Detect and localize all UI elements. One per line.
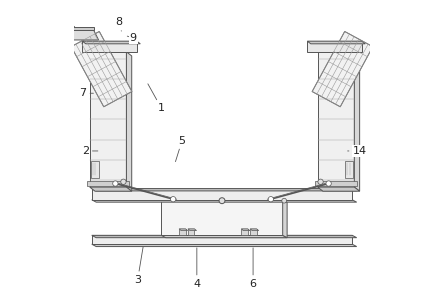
Polygon shape (92, 235, 357, 238)
Polygon shape (312, 31, 373, 107)
Circle shape (326, 181, 331, 186)
Polygon shape (63, 30, 99, 40)
Polygon shape (345, 161, 353, 178)
Polygon shape (315, 181, 357, 186)
Polygon shape (241, 229, 250, 231)
Polygon shape (63, 27, 94, 30)
Polygon shape (127, 52, 132, 191)
Circle shape (268, 197, 274, 202)
Circle shape (219, 198, 225, 204)
Polygon shape (92, 189, 352, 200)
Polygon shape (71, 31, 132, 107)
Text: 14: 14 (348, 146, 367, 156)
Polygon shape (241, 229, 248, 235)
Polygon shape (250, 229, 259, 231)
Circle shape (113, 181, 118, 186)
Text: 3: 3 (134, 247, 143, 285)
Polygon shape (161, 200, 283, 235)
Circle shape (170, 197, 176, 202)
Text: 1: 1 (148, 84, 165, 113)
Circle shape (121, 179, 126, 184)
Circle shape (282, 198, 286, 203)
Text: 4: 4 (193, 248, 200, 289)
Text: 5: 5 (175, 136, 186, 162)
Text: 2: 2 (82, 146, 98, 156)
Text: 8: 8 (115, 17, 122, 31)
Polygon shape (179, 229, 188, 231)
Polygon shape (188, 229, 194, 235)
Polygon shape (92, 244, 357, 247)
Polygon shape (317, 52, 354, 187)
Polygon shape (90, 187, 132, 191)
Circle shape (318, 179, 323, 184)
Text: 7: 7 (79, 88, 93, 98)
Polygon shape (82, 41, 137, 52)
Polygon shape (354, 52, 360, 191)
Text: 9: 9 (127, 33, 137, 44)
Polygon shape (66, 21, 75, 27)
Polygon shape (307, 41, 365, 44)
Polygon shape (92, 200, 357, 202)
Polygon shape (161, 235, 287, 238)
Polygon shape (92, 189, 357, 191)
Polygon shape (87, 181, 129, 186)
Polygon shape (250, 229, 257, 235)
Polygon shape (283, 200, 287, 238)
Polygon shape (317, 187, 360, 191)
Polygon shape (82, 41, 140, 44)
Text: 6: 6 (250, 248, 257, 289)
Polygon shape (91, 161, 99, 178)
Polygon shape (92, 235, 352, 244)
Polygon shape (188, 229, 197, 231)
Polygon shape (179, 229, 186, 235)
Polygon shape (307, 41, 362, 52)
Polygon shape (90, 52, 127, 187)
